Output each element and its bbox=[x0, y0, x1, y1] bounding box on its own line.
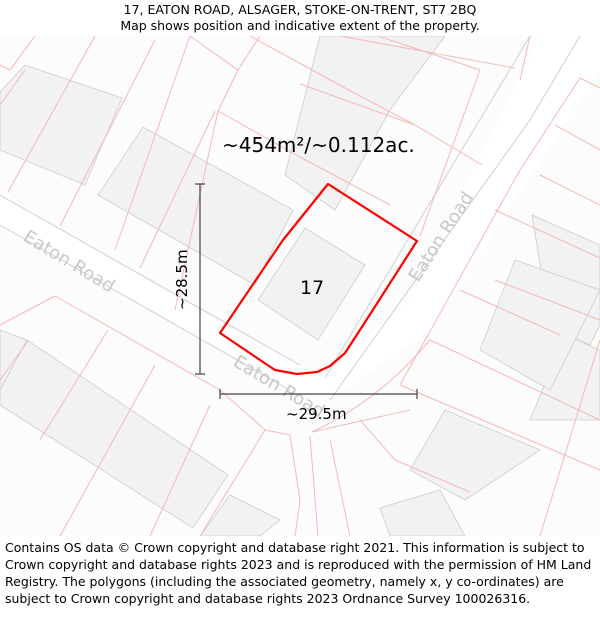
width-measure bbox=[219, 389, 418, 399]
height-measure-label: ~28.5m bbox=[173, 249, 191, 310]
height-measure bbox=[195, 183, 205, 375]
property-map[interactable]: Eaton Road Eaton Road Eaton Road ~28.5m … bbox=[0, 36, 600, 536]
copyright-notice: Contains OS data © Crown copyright and d… bbox=[5, 540, 592, 606]
property-boundary[interactable] bbox=[218, 182, 419, 376]
area-label: ~454m²/~0.112ac. bbox=[222, 133, 415, 157]
property-address: 17, EATON ROAD, ALSAGER, STOKE-ON-TRENT,… bbox=[123, 2, 477, 17]
map-subtitle: Map shows position and indicative extent… bbox=[120, 18, 480, 33]
buildings bbox=[0, 36, 600, 536]
parcel-lines bbox=[0, 36, 600, 536]
house-number-label: 17 bbox=[300, 277, 324, 299]
width-measure-label: ~29.5m bbox=[286, 405, 347, 423]
roads bbox=[0, 36, 600, 401]
map-header: 17, EATON ROAD, ALSAGER, STOKE-ON-TRENT,… bbox=[0, 0, 600, 38]
